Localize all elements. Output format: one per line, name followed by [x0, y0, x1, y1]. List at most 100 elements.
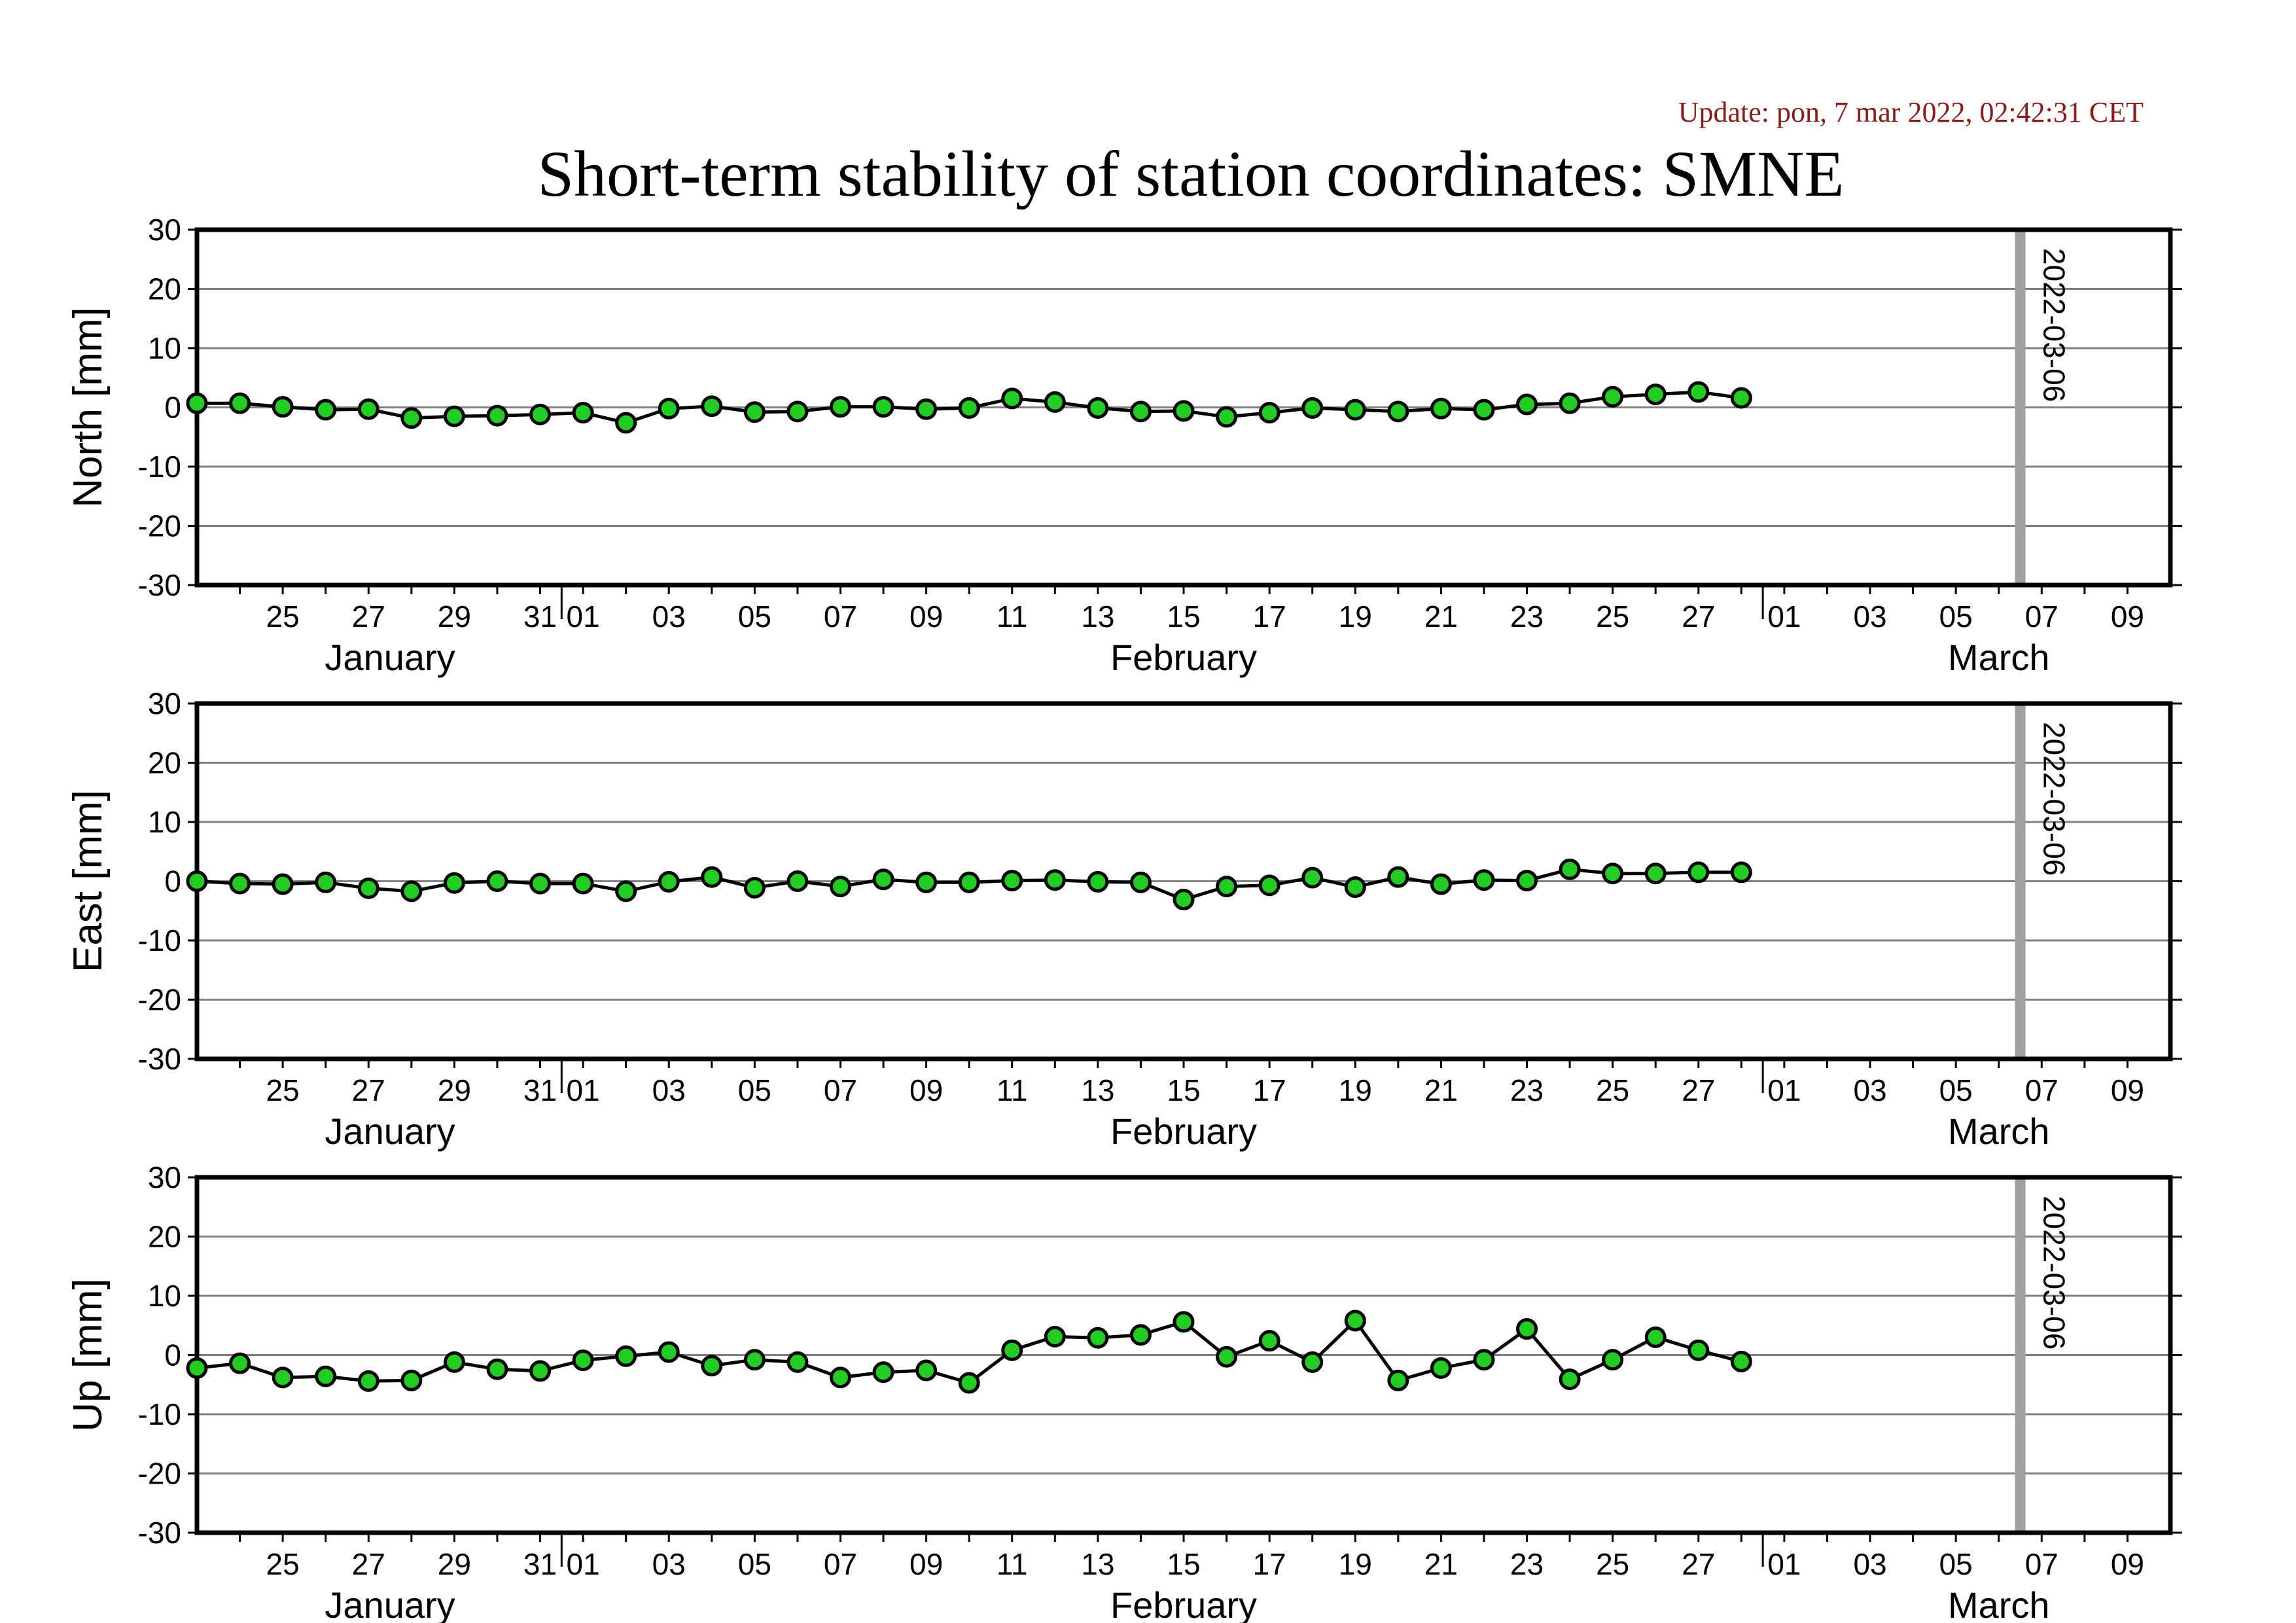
data-point: [272, 873, 294, 895]
x-tick-label: 27: [352, 1547, 385, 1581]
data-point: [1129, 401, 1152, 423]
data-point: [829, 396, 851, 418]
data-point: [743, 876, 766, 899]
x-tick-label: 07: [2025, 1073, 2058, 1107]
data-point: [1430, 873, 1452, 895]
x-tick-label: 07: [824, 1547, 857, 1581]
data-point: [357, 1370, 380, 1392]
data-point: [186, 870, 208, 892]
month-label: January: [325, 637, 455, 678]
data-point: [357, 877, 380, 899]
x-tick-label: 05: [1939, 1073, 1973, 1107]
data-point: [400, 407, 423, 429]
x-tick-label: 27: [1682, 1547, 1715, 1581]
data-point: [1087, 870, 1109, 893]
data-point: [1044, 1325, 1066, 1347]
x-tick-label: 01: [567, 1073, 600, 1107]
x-tick-label: 13: [1081, 1073, 1114, 1107]
x-tick-label: 03: [1853, 599, 1886, 633]
data-point: [1344, 876, 1366, 899]
x-tick-label: 31: [523, 1547, 557, 1581]
data-point: [1173, 400, 1195, 422]
y-tick-label: 20: [148, 1220, 181, 1254]
data-point: [786, 401, 809, 423]
data-point: [443, 405, 465, 427]
data-point: [872, 396, 894, 418]
x-tick-label: 07: [2025, 1547, 2058, 1581]
data-point: [1430, 1357, 1452, 1379]
data-point: [1559, 858, 1581, 880]
y-axis-label: North [mm]: [65, 307, 111, 508]
x-tick-label: 25: [1596, 599, 1629, 633]
data-point: [1473, 1349, 1495, 1371]
x-tick-label: 25: [1596, 1073, 1629, 1107]
x-tick-label: 03: [1853, 1547, 1886, 1581]
data-point: [186, 1357, 208, 1379]
data-point: [615, 412, 637, 434]
data-point: [486, 870, 508, 892]
data-point: [701, 866, 723, 888]
data-point: [572, 402, 594, 424]
x-tick-label: 03: [1853, 1073, 1886, 1107]
y-tick-label: -10: [138, 923, 181, 957]
data-point: [1258, 874, 1280, 897]
x-tick-label: 31: [523, 1073, 557, 1107]
y-tick-label: 30: [148, 213, 181, 247]
month-label: February: [1110, 1111, 1257, 1152]
data-point: [1301, 397, 1324, 419]
month-label: January: [325, 1584, 455, 1623]
x-tick-label: 03: [652, 1547, 686, 1581]
x-tick-label: 19: [1339, 1073, 1372, 1107]
x-tick-label: 23: [1510, 1547, 1544, 1581]
data-point: [186, 392, 208, 414]
data-point: [1602, 863, 1624, 885]
x-tick-label: 15: [1167, 1547, 1200, 1581]
x-tick-label: 09: [2111, 599, 2144, 633]
y-tick-label: -30: [138, 1042, 181, 1076]
data-point: [743, 1349, 766, 1371]
data-point: [1044, 869, 1066, 891]
x-tick-label: 25: [266, 1073, 300, 1107]
data-point: [915, 1359, 938, 1382]
x-tick-label: 17: [1253, 1073, 1286, 1107]
data-point: [1087, 397, 1109, 419]
x-tick-label: 01: [567, 599, 600, 633]
data-point: [443, 872, 465, 894]
month-label: February: [1110, 1584, 1257, 1623]
y-tick-label: 20: [148, 272, 181, 306]
data-point: [529, 1360, 552, 1382]
y-axis-label: Up [mm]: [65, 1278, 111, 1431]
x-tick-label: 25: [266, 1547, 300, 1581]
data-point: [615, 1345, 637, 1367]
x-tick-label: 21: [1424, 599, 1458, 633]
x-tick-label: 23: [1510, 1073, 1544, 1107]
data-point: [1687, 861, 1710, 883]
x-tick-label: 05: [738, 1073, 771, 1107]
panel-2: 30 20 10 0 -10 -20 -30 Up [mm] 2022-03-06 25 27 29 3…: [65, 1160, 2182, 1623]
x-tick-label: 09: [2111, 1547, 2144, 1581]
data-point: [229, 1352, 251, 1374]
data-point: [658, 870, 680, 893]
data-point: [1430, 397, 1452, 419]
panel-1: 30 20 10 0 -10 -20 -30 East [mm] 2022-03-06 25 27 2…: [65, 687, 2182, 1152]
x-tick-label: 19: [1339, 1547, 1372, 1581]
data-point: [272, 1366, 294, 1389]
data-point: [958, 1372, 980, 1394]
data-point: [1516, 870, 1538, 892]
y-tick-label: -10: [138, 1397, 181, 1431]
data-point: [1559, 1368, 1581, 1391]
data-point: [1473, 869, 1495, 891]
x-tick-label: 15: [1167, 1073, 1200, 1107]
x-tick-label: 03: [652, 1073, 686, 1107]
chart-title: Short-term stability of station coordina…: [537, 137, 1845, 210]
data-point: [1687, 1339, 1710, 1361]
y-tick-label: -20: [138, 1457, 181, 1491]
x-tick-label: 11: [997, 1547, 1028, 1581]
data-point: [315, 399, 337, 421]
x-tick-label: 17: [1253, 599, 1286, 633]
data-point: [1001, 387, 1023, 410]
data-point: [1559, 392, 1581, 414]
data-point: [1516, 1318, 1538, 1340]
data-point: [529, 403, 552, 425]
data-point: [1602, 385, 1624, 408]
